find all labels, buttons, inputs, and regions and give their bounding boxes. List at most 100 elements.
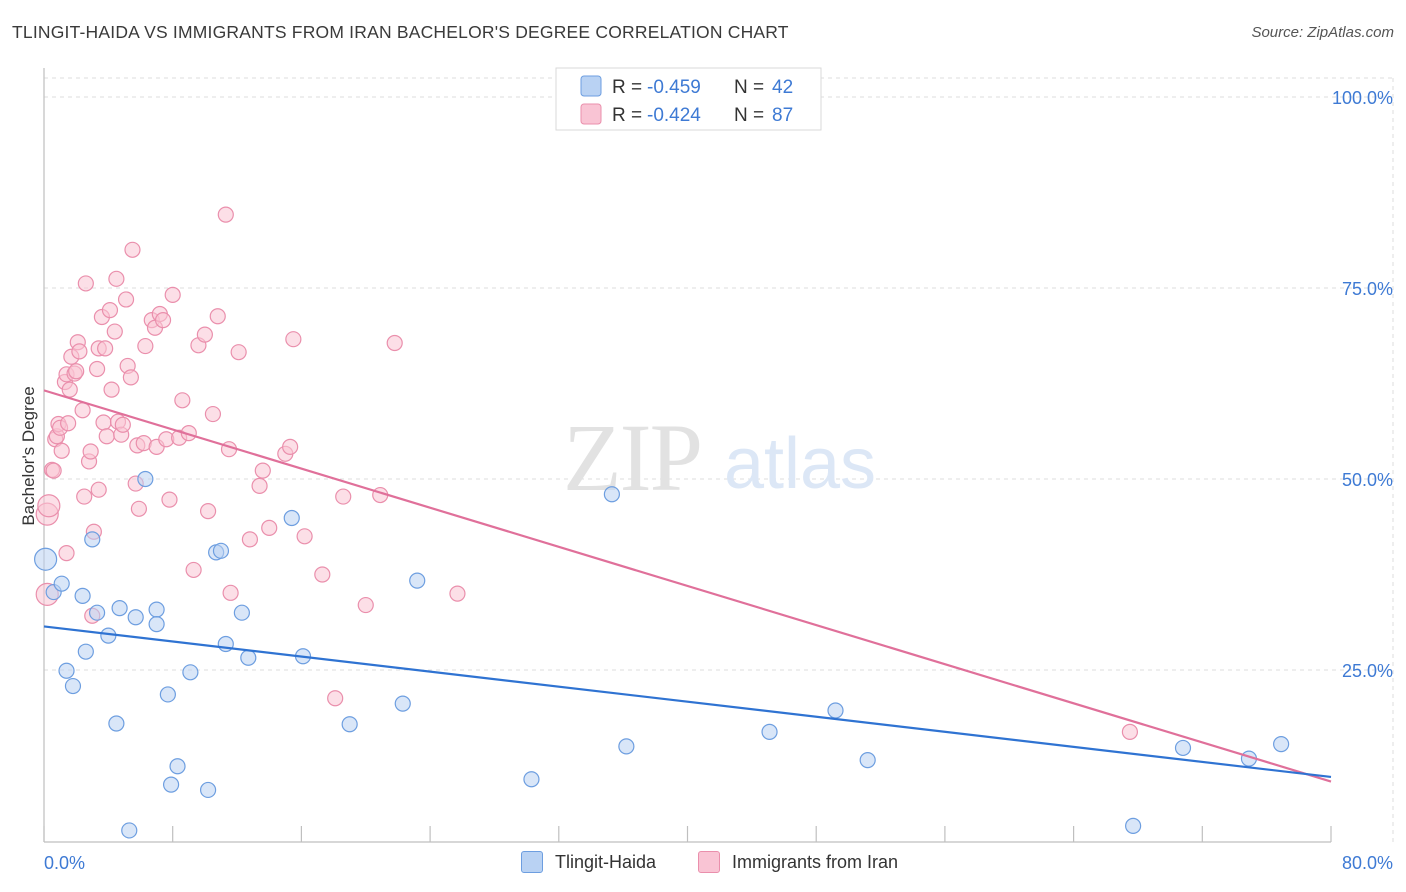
tlingit-haida-point bbox=[64, 677, 82, 695]
immigrants-from-iran-point bbox=[77, 275, 94, 292]
immigrants-from-iran-point bbox=[185, 561, 202, 579]
tlingit-haida-point bbox=[394, 695, 411, 712]
stat-n-value-pink: 87 bbox=[772, 105, 793, 126]
immigrants-from-iran-point bbox=[449, 585, 466, 602]
immigrants-from-iran-point bbox=[76, 488, 93, 505]
immigrants-from-iran-point bbox=[174, 392, 191, 409]
immigrants-from-iran-point bbox=[95, 414, 112, 431]
legend-swatch-tlingit-haida bbox=[521, 851, 543, 873]
tlingit-haida-point bbox=[111, 600, 128, 617]
immigrants-from-iran-point bbox=[230, 344, 247, 361]
immigrants-from-iran-point bbox=[45, 462, 62, 479]
immigrants-from-iran-point bbox=[122, 369, 139, 386]
y-tick-label-0: 100.0% bbox=[1332, 88, 1393, 108]
immigrants-from-iran-point bbox=[164, 286, 181, 303]
immigrants-from-iran-point bbox=[61, 381, 78, 398]
immigrants-from-iran-point bbox=[1121, 723, 1139, 740]
stat-n-label-pink: N = bbox=[734, 105, 764, 126]
immigrants-from-iran-trend-line bbox=[43, 389, 1332, 783]
immigrants-from-iran-point bbox=[154, 311, 172, 329]
immigrants-from-iran-point bbox=[117, 291, 135, 308]
watermark-zip: ZIP bbox=[563, 404, 701, 511]
legend-swatch-pink bbox=[580, 103, 602, 125]
y-tick-label-2: 50.0% bbox=[1342, 470, 1393, 490]
immigrants-from-iran-point bbox=[68, 363, 85, 380]
immigrants-from-iran-point bbox=[261, 519, 278, 536]
tlingit-haida-point bbox=[1273, 736, 1290, 753]
tlingit-haida-point bbox=[148, 616, 165, 633]
tlingit-haida-trend-line bbox=[43, 625, 1332, 779]
immigrants-from-iran-point bbox=[204, 405, 222, 423]
immigrants-from-iran-point bbox=[101, 302, 119, 319]
immigrants-from-iran-point bbox=[90, 481, 107, 498]
tlingit-haida-point bbox=[212, 542, 230, 559]
immigrants-from-iran-point bbox=[314, 566, 331, 583]
stat-n-value-blue: 42 bbox=[772, 77, 793, 98]
immigrants-from-iran-point bbox=[82, 443, 99, 460]
tlingit-haida-point bbox=[88, 604, 106, 621]
immigrants-from-iran-point bbox=[296, 528, 313, 545]
x-tick-label-1: 80.0% bbox=[1342, 853, 1393, 873]
tlingit-haida-point bbox=[182, 664, 199, 681]
immigrants-from-iran-point bbox=[254, 462, 271, 479]
legend-swatch-blue bbox=[580, 75, 602, 97]
chart-title: TLINGIT-HAIDA VS IMMIGRANTS FROM IRAN BA… bbox=[12, 22, 789, 42]
immigrants-from-iran-point bbox=[137, 337, 154, 355]
source-credit: Source: ZipAtlas.com bbox=[1251, 24, 1394, 41]
immigrants-from-iran-point bbox=[108, 270, 125, 287]
series-legend: Tlingit-Haida Immigrants from Iran bbox=[0, 851, 1406, 879]
immigrants-from-iran-point bbox=[37, 494, 61, 518]
immigrants-from-iran-point bbox=[98, 428, 115, 445]
immigrants-from-iran-point bbox=[217, 206, 234, 223]
tlingit-haida-point bbox=[1125, 817, 1142, 834]
immigrants-from-iran-point bbox=[58, 545, 75, 562]
immigrants-from-iran-point bbox=[103, 381, 120, 398]
stats-legend: R = -0.459 N = 42 R = -0.424 N = 87 bbox=[555, 67, 822, 131]
immigrants-from-iran-point bbox=[124, 241, 141, 258]
immigrants-from-iran-point bbox=[196, 326, 213, 343]
immigrants-from-iran-point bbox=[88, 360, 106, 378]
tlingit-haida-point bbox=[58, 662, 75, 679]
immigrants-from-iran-point bbox=[327, 690, 344, 707]
tlingit-haida-point bbox=[34, 547, 58, 571]
tlingit-haida-point bbox=[523, 771, 540, 788]
watermark-atlas: atlas bbox=[724, 424, 876, 504]
tlingit-haida-point bbox=[137, 470, 154, 488]
stat-r-value-blue: -0.459 bbox=[647, 77, 701, 98]
grid-layer bbox=[44, 77, 1394, 842]
tlingit-haida-point bbox=[618, 738, 635, 755]
stat-n-label-blue: N = bbox=[734, 77, 764, 98]
tlingit-haida-point bbox=[283, 509, 300, 527]
tlingit-haida-point bbox=[240, 649, 257, 666]
tlingit-haida-point bbox=[77, 643, 94, 660]
legend-label-immigrants-from-iran: Immigrants from Iran bbox=[732, 851, 899, 872]
immigrants-from-iran-point bbox=[114, 416, 131, 433]
immigrants-from-iran-point bbox=[97, 340, 114, 357]
x-tick-label-0: 0.0% bbox=[44, 853, 85, 873]
legend-swatch-immigrants-from-iran bbox=[698, 851, 720, 873]
tlingit-haida-point bbox=[409, 572, 426, 589]
immigrants-from-iran-point bbox=[357, 596, 374, 614]
tick-labels: 100.0% 75.0% 50.0% 25.0% 0.0% 80.0% bbox=[44, 88, 1393, 873]
tlingit-haida-point bbox=[74, 587, 91, 604]
immigrants-from-iran-point bbox=[282, 438, 299, 456]
immigrants-from-iran-point bbox=[251, 477, 268, 494]
immigrants-from-iran-point bbox=[335, 488, 352, 505]
tlingit-haida-point bbox=[1174, 739, 1192, 757]
immigrants-from-iran-point bbox=[199, 502, 217, 520]
y-tick-label-3: 25.0% bbox=[1342, 661, 1393, 681]
immigrants-from-iran-point bbox=[74, 402, 91, 419]
tlingit-haida-point bbox=[84, 531, 101, 548]
tlingit-haida-point bbox=[121, 822, 138, 839]
tlingit-haida-point bbox=[233, 604, 250, 621]
legend-item-tlingit-haida: Tlingit-Haida bbox=[521, 851, 656, 873]
immigrants-from-iran-point bbox=[106, 323, 123, 340]
tlingit-haida-point bbox=[603, 486, 620, 503]
tlingit-haida-point bbox=[341, 716, 358, 733]
tlingit-haida-point bbox=[827, 702, 844, 719]
legend-item-immigrants-from-iran: Immigrants from Iran bbox=[698, 851, 898, 873]
tlingit-haida-point bbox=[859, 752, 876, 769]
stat-r-value-pink: -0.424 bbox=[647, 105, 701, 126]
immigrants-from-iran-point bbox=[71, 343, 88, 360]
